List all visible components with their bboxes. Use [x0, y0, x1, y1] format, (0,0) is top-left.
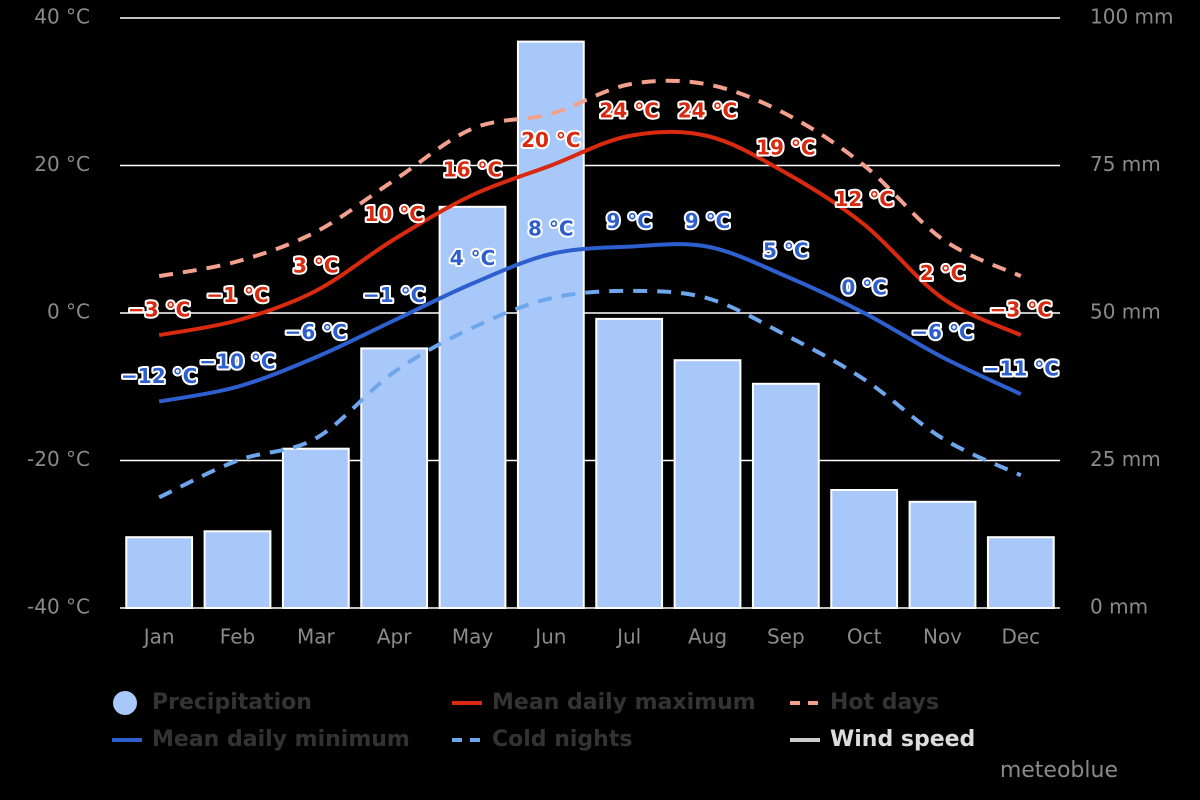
- x-tick-label: Jul: [615, 625, 641, 649]
- data-label: −10 °C: [199, 349, 275, 373]
- x-tick-label: Sep: [767, 625, 805, 649]
- data-label: 0 °C: [841, 276, 887, 300]
- x-tick-label: Oct: [847, 625, 882, 649]
- x-tick-label: May: [452, 625, 494, 649]
- x-tick-label: Aug: [688, 625, 727, 649]
- y-tick-label: 20 °C: [34, 152, 90, 176]
- bar: [203, 530, 272, 609]
- data-label: 19 °C: [756, 135, 815, 159]
- line: [158, 78, 1022, 279]
- data-label: 24 °C: [678, 99, 737, 123]
- data-label: 2 °C: [920, 261, 966, 285]
- bar: [516, 40, 585, 610]
- legend-label: Precipitation: [152, 690, 312, 715]
- x-tick-label: Apr: [377, 625, 412, 649]
- legend-label: Mean daily maximum: [492, 690, 756, 715]
- data-label: −1 °C: [206, 283, 268, 307]
- x-tick-label: Mar: [297, 625, 336, 649]
- y2-tick-label: 25 mm: [1090, 447, 1161, 471]
- bar: [830, 489, 899, 609]
- data-label: 20 °C: [521, 128, 580, 152]
- legend-label: Hot days: [830, 690, 939, 715]
- y-tick-label: 0 °C: [47, 300, 90, 324]
- data-label: 4 °C: [450, 246, 496, 270]
- data-label: −6 °C: [285, 320, 347, 344]
- line: [158, 242, 1022, 404]
- bar: [908, 500, 977, 609]
- x-tick-label: Dec: [1001, 625, 1040, 649]
- data-label: −3 °C: [128, 298, 190, 322]
- data-label: −3 °C: [990, 298, 1052, 322]
- legend-label: Wind speed: [830, 727, 975, 752]
- y-tick-label: -40 °C: [27, 595, 90, 619]
- credit: meteoblue: [1000, 758, 1118, 783]
- bar: [751, 382, 820, 609]
- x-tick-label: Jan: [142, 625, 175, 649]
- data-label: 12 °C: [834, 187, 893, 211]
- y2-tick-label: 75 mm: [1090, 152, 1161, 176]
- bar: [673, 359, 742, 610]
- x-tick-label: Jun: [533, 625, 566, 649]
- y-tick-label: -20 °C: [27, 447, 90, 471]
- data-label: 8 °C: [528, 217, 574, 241]
- bar: [125, 536, 194, 610]
- y-tick-label: 40 °C: [34, 5, 90, 29]
- legend-label: Mean daily minimum: [152, 727, 410, 752]
- data-label: 9 °C: [685, 209, 731, 233]
- y2-tick-label: 0 mm: [1090, 595, 1148, 619]
- data-label: 5 °C: [763, 239, 809, 263]
- y2-tick-label: 100 mm: [1090, 5, 1174, 29]
- bar: [360, 347, 429, 609]
- y2-tick-label: 50 mm: [1090, 300, 1161, 324]
- data-label: 16 °C: [443, 158, 502, 182]
- line: [158, 129, 1022, 338]
- data-label: 3 °C: [293, 253, 339, 277]
- data-label: 9 °C: [606, 209, 652, 233]
- legend-label: Cold nights: [492, 727, 632, 752]
- data-label: 24 °C: [599, 99, 658, 123]
- legend-icon: [113, 691, 137, 715]
- data-label: −1 °C: [363, 283, 425, 307]
- bar: [595, 317, 664, 609]
- bar: [281, 447, 350, 610]
- x-tick-label: Nov: [923, 625, 962, 649]
- data-label: −12 °C: [121, 364, 197, 388]
- data-label: 10 °C: [364, 202, 423, 226]
- data-label: −6 °C: [911, 320, 973, 344]
- x-tick-label: Feb: [220, 625, 255, 649]
- bar: [986, 536, 1055, 610]
- data-label: −11 °C: [983, 357, 1059, 381]
